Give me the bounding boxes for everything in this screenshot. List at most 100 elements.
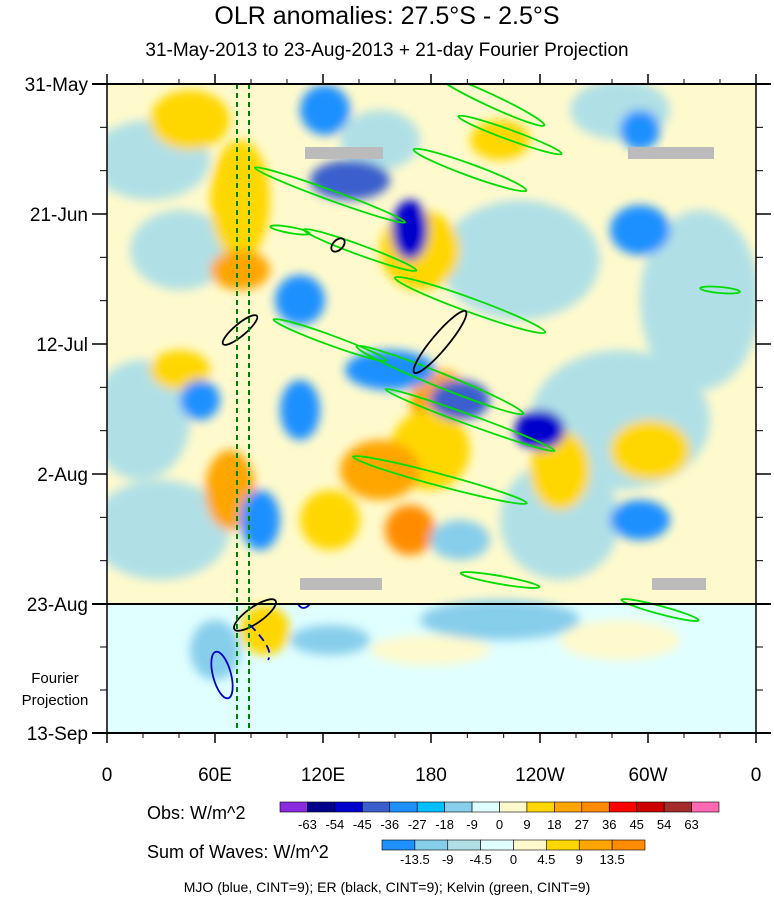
obs-color-box — [279, 801, 308, 813]
obs-tick-label: 18 — [547, 817, 561, 832]
obs-color-box — [691, 801, 720, 813]
waves-color-box — [447, 839, 481, 851]
obs-color-box — [581, 801, 610, 813]
y-tick-label: 12-Jul — [36, 335, 88, 356]
kelvin-contour — [253, 166, 407, 224]
anomaly-patch — [440, 200, 600, 320]
kelvin-contour — [457, 114, 563, 156]
obs-tick-label: -54 — [325, 817, 344, 832]
y-tick-label: 23-Aug — [27, 595, 88, 616]
waves-tick-label: -4.5 — [469, 852, 491, 867]
waves-color-box — [513, 839, 547, 851]
kelvin-contour — [269, 224, 311, 236]
fourier-projection-text: Fourier Projection — [21, 670, 89, 709]
anomaly-patch — [190, 620, 240, 680]
y-tick-label: 21-Jun — [30, 205, 88, 226]
anomaly-patch — [610, 205, 670, 255]
obs-tick-label: 45 — [629, 817, 643, 832]
kelvin-contour — [272, 318, 388, 362]
obs-color-box — [471, 801, 500, 813]
kelvin-contour — [620, 598, 700, 622]
obs-tick-label: -18 — [435, 817, 454, 832]
anomaly-patch — [610, 420, 690, 480]
kelvin-contour — [384, 387, 556, 453]
anomaly-patch — [420, 600, 580, 640]
er-contour — [412, 310, 468, 374]
waves-color-box — [414, 839, 449, 851]
waves-tick-label: 13.5 — [599, 852, 624, 867]
anomaly-patch — [300, 490, 360, 550]
missing-data-bars — [300, 147, 714, 590]
mjo-contour — [249, 624, 271, 661]
plot-area — [107, 84, 756, 733]
missing-data-bar — [305, 147, 383, 159]
anomaly-patch — [610, 500, 670, 540]
obs-tick-label: -9 — [466, 817, 478, 832]
obs-color-box — [444, 801, 473, 813]
kelvin-contour — [355, 344, 525, 416]
missing-data-bar — [300, 578, 382, 590]
obs-color-box — [307, 801, 336, 813]
obs-tick-label: -36 — [380, 817, 399, 832]
obs-tick-label: -27 — [408, 817, 427, 832]
waves-color-box — [578, 839, 613, 851]
obs-color-box — [334, 801, 363, 813]
er-contour — [221, 314, 259, 346]
waves-color-box — [381, 839, 416, 851]
footer-note: MJO (blue, CINT=9); ER (black, CINT=9); … — [183, 879, 591, 895]
anomaly-patch — [240, 605, 290, 655]
obs-color-box — [636, 801, 665, 813]
x-tick-label: 0 — [102, 765, 113, 786]
waves-legend-label: Sum of Waves: W/m^2 — [147, 842, 329, 862]
x-tick-label: 60E — [198, 765, 232, 786]
obs-color-box — [554, 801, 583, 813]
obs-tick-label: -63 — [298, 817, 317, 832]
waves-tick-label: 9 — [576, 852, 583, 867]
anomaly-patch — [280, 380, 320, 440]
waves-tick-label: -13.5 — [400, 852, 430, 867]
er-contour — [330, 237, 346, 253]
anomaly-patch — [180, 380, 220, 420]
obs-legend-label: Obs: W/m^2 — [147, 803, 246, 823]
waves-tick-label: 0 — [510, 852, 517, 867]
anomaly-patch — [107, 480, 230, 580]
kelvin-contour — [434, 84, 546, 127]
obs-color-box — [416, 801, 445, 813]
obs-color-box — [362, 801, 391, 813]
kelvin-contour — [459, 571, 541, 589]
anomaly-patch — [150, 90, 230, 150]
obs-color-box — [608, 801, 637, 813]
obs-tick-label: 54 — [657, 817, 671, 832]
kelvin-contour — [352, 455, 528, 505]
obs-tick-label: 0 — [496, 817, 503, 832]
kelvin-contour — [393, 275, 547, 335]
axis-ticks — [92, 74, 771, 743]
x-tick-label: 60W — [628, 765, 667, 786]
x-tick-labels: 0 60E 120E 180 120W 60W 0 — [102, 765, 762, 786]
anomaly-patch — [500, 460, 620, 580]
anomaly-patch — [275, 275, 325, 325]
mjo-contour — [210, 650, 234, 700]
mjo-contour — [297, 603, 311, 609]
y-tick-label: 13-Sep — [27, 724, 88, 745]
x-tick-label: 0 — [751, 765, 762, 786]
chart-subtitle: 31-May-2013 to 23-Aug-2013 + 21-day Four… — [145, 40, 629, 61]
anomaly-patch — [150, 350, 210, 390]
obs-tick-label: 63 — [684, 817, 698, 832]
obs-tick-label: 9 — [523, 817, 530, 832]
missing-data-bar — [652, 578, 706, 590]
obs-colorbar: -63 -54 -45 -36 -27 -18 -9 0 9 18 27 36 45 54 63 — [279, 801, 720, 832]
y-tick-label: 31-May — [25, 75, 89, 96]
anomaly-patches — [107, 84, 756, 680]
anomaly-patch — [560, 620, 680, 660]
chart-title: OLR anomalies: 27.5°S - 2.5°S — [214, 2, 560, 30]
anomaly-patch — [640, 210, 756, 390]
x-tick-label: 120W — [515, 765, 565, 786]
anomaly-patch — [310, 160, 390, 200]
anomaly-patch — [300, 85, 350, 135]
waves-tick-label: -9 — [442, 852, 454, 867]
anomaly-patch — [340, 440, 420, 500]
anomaly-patch — [130, 210, 230, 290]
obs-color-box — [526, 801, 555, 813]
